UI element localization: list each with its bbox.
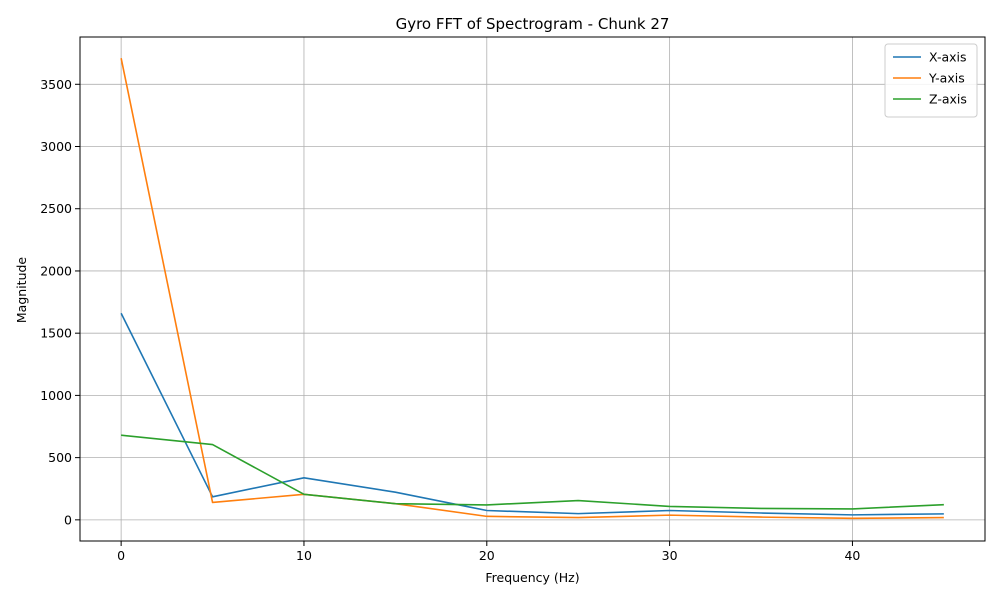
x-tick-label: 40 bbox=[844, 548, 860, 563]
series-line-y-axis bbox=[120, 57, 944, 520]
y-tick-label: 3500 bbox=[40, 77, 72, 92]
x-tick-label: 30 bbox=[662, 548, 678, 563]
x-tick-label: 10 bbox=[296, 548, 312, 563]
y-tick-label: 2500 bbox=[40, 201, 72, 216]
plot-frame bbox=[79, 36, 986, 542]
series-lines bbox=[120, 57, 944, 520]
y-axis-label: Magnitude bbox=[14, 257, 29, 324]
x-axis: 0 10 20 30 40 bbox=[117, 541, 860, 563]
series-line-x-axis bbox=[120, 312, 944, 516]
legend-label-z-axis: Z-axis bbox=[929, 92, 967, 107]
legend-label-x-axis: X-axis bbox=[929, 50, 967, 65]
y-tick-label: 1500 bbox=[40, 326, 72, 341]
legend: X-axis Y-axis Z-axis bbox=[884, 43, 978, 118]
y-tick-label: 3000 bbox=[40, 139, 72, 154]
y-tick-label: 1000 bbox=[40, 388, 72, 403]
x-tick-label: 20 bbox=[479, 548, 495, 563]
chart-title: Gyro FFT of Spectrogram - Chunk 27 bbox=[396, 15, 670, 33]
y-tick-label: 500 bbox=[48, 450, 72, 465]
y-tick-label: 0 bbox=[64, 512, 72, 527]
x-tick-label: 0 bbox=[117, 548, 125, 563]
x-axis-label: Frequency (Hz) bbox=[485, 570, 579, 585]
series-line-z-axis bbox=[121, 434, 944, 510]
grid-lines bbox=[80, 37, 985, 541]
y-tick-label: 2000 bbox=[40, 263, 72, 278]
legend-label-y-axis: Y-axis bbox=[928, 71, 965, 86]
y-axis: 0 500 1000 1500 2000 2500 3000 3500 bbox=[40, 77, 80, 527]
